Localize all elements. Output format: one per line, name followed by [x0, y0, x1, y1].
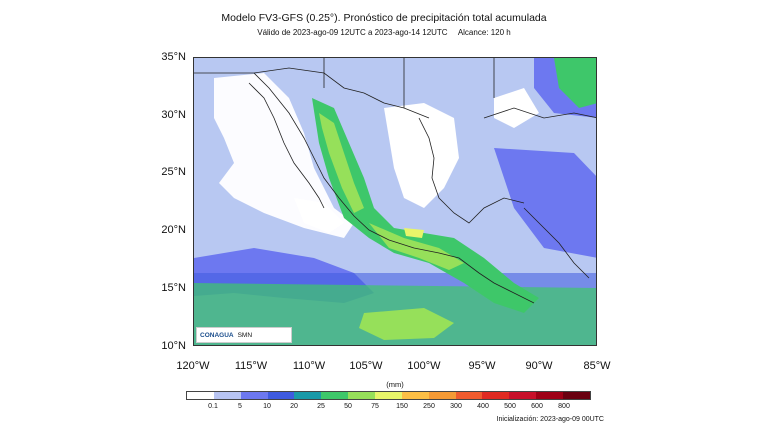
colorbar-cell	[401, 392, 429, 399]
conagua-logo: CONAGUA	[200, 331, 234, 339]
lat-label-25n: 25°N	[161, 166, 186, 178]
colorbar-tick-label: 400	[477, 403, 489, 410]
colorbar-cell	[455, 392, 483, 399]
colorbar-tick-label: 300	[450, 403, 462, 410]
colorbar-cell	[187, 392, 214, 399]
dry-area-texas	[494, 88, 539, 128]
colorbar-tick-label: 0.1	[208, 403, 218, 410]
dry-area-pacific	[214, 73, 354, 238]
lat-label-15n: 15°N	[161, 282, 186, 294]
colorbar-cell	[267, 392, 295, 399]
colorbar-cell	[213, 392, 241, 399]
lat-label-10n: 10°N	[161, 340, 186, 352]
forecast-range: Alcance: 120 h	[457, 28, 511, 37]
colorbar-tick-label: 150	[396, 403, 408, 410]
lon-label-95w: 95°W	[468, 360, 496, 372]
rain-northeast-green	[554, 58, 596, 108]
colorbar-cell	[482, 392, 510, 399]
colorbar-cell	[563, 392, 590, 399]
lat-label-20n: 20°N	[161, 224, 186, 236]
colorbar-tick-label: 600	[531, 403, 543, 410]
initialization-time: Inicialización: 2023-ago-09 00UTC	[496, 416, 604, 423]
heavy-rain-sonora	[319, 113, 364, 213]
colorbar-tick-label: 5	[238, 403, 242, 410]
lat-label-30n: 30°N	[161, 109, 186, 121]
rain-sierra-madre	[312, 98, 539, 313]
colorbar-cell	[348, 392, 376, 399]
colorbar-tick-label: 250	[423, 403, 435, 410]
colorbar-tick-label: 800	[558, 403, 570, 410]
coastlines	[194, 58, 596, 304]
colorbar-tick-label: 20	[290, 403, 298, 410]
colorbar-units: (mm)	[386, 380, 404, 389]
lon-label-120w: 120°W	[176, 360, 210, 372]
lon-label-110w: 110°W	[292, 360, 326, 372]
colorbar-tick-label: 75	[371, 403, 379, 410]
colorbar-cell	[294, 392, 322, 399]
map-canvas	[194, 58, 596, 345]
colorbar	[186, 391, 591, 400]
lon-label-100w: 100°W	[407, 360, 441, 372]
colorbar-tick-label: 10	[263, 403, 271, 410]
colorbar-cell	[536, 392, 564, 399]
map-subtitle: Válido de 2023-ago-09 12UTC a 2023-ago-1…	[0, 28, 768, 37]
agency-logos: CONAGUA SMN	[196, 327, 292, 343]
valid-period: Válido de 2023-ago-09 12UTC a 2023-ago-1…	[257, 28, 448, 37]
heavy-rain-ocean	[359, 308, 454, 340]
colorbar-cell	[240, 392, 268, 399]
colorbar-cell	[321, 392, 349, 399]
colorbar-tick-label: 25	[317, 403, 325, 410]
colorbar-cell	[375, 392, 402, 399]
colorbar-cell	[509, 392, 537, 399]
precipitation-map[interactable]: CONAGUA SMN	[193, 57, 597, 346]
lon-label-115w: 115°W	[234, 360, 268, 372]
dry-area-north-mexico	[384, 103, 459, 208]
lon-label-85w: 85°W	[583, 360, 611, 372]
lat-label-35n: 35°N	[161, 51, 186, 63]
lon-label-105w: 105°W	[349, 360, 383, 372]
colorbar-cell	[428, 392, 456, 399]
rain-area-gulf	[494, 148, 596, 258]
dry-area-baja	[294, 198, 344, 233]
colorbar-tick-label: 50	[344, 403, 352, 410]
lon-label-90w: 90°W	[525, 360, 553, 372]
heavy-rain-central	[369, 223, 464, 270]
max-rain-spot	[404, 228, 424, 238]
colorbar-tick-label: 500	[504, 403, 516, 410]
map-title: Modelo FV3-GFS (0.25°). Pronóstico de pr…	[221, 12, 547, 24]
smn-logo: SMN	[237, 331, 253, 339]
